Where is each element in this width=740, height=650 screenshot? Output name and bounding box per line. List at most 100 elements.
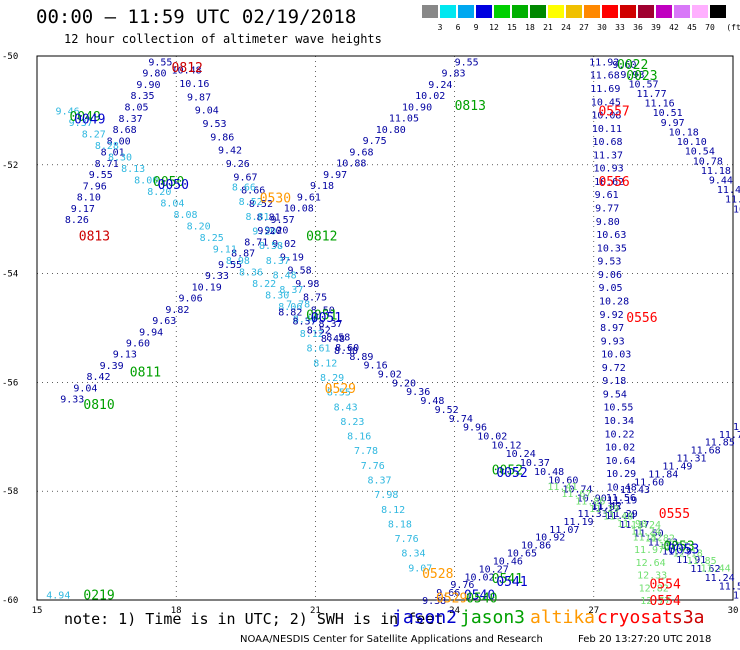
wave-height-value: 7.78	[354, 446, 378, 457]
legend-label: 15	[507, 23, 517, 32]
wave-height-value: 9.58	[288, 266, 312, 277]
wave-height-value: 9.13	[113, 350, 137, 361]
wave-height-value: 10.48	[534, 467, 564, 478]
wave-height-value: 10.18	[669, 127, 699, 138]
wave-height-value: 8.75	[303, 292, 327, 303]
wave-height-value: 10.62	[594, 177, 624, 188]
wave-height-value: 9.60	[612, 60, 636, 71]
wave-height-value: 10.34	[604, 416, 634, 427]
wave-height-value: 8.66	[232, 183, 256, 194]
y-tick-label: -54	[2, 270, 18, 280]
wave-height-value: 11.81	[733, 591, 740, 602]
wave-height-value: 8.37	[279, 285, 303, 296]
wave-height-value: 8.00	[107, 136, 131, 147]
wave-height-value: 10.60	[548, 476, 578, 487]
wave-height-value: 9.39	[100, 361, 124, 372]
wave-height-value: 10.92	[535, 533, 565, 544]
wave-height-value: 10.22	[604, 429, 634, 440]
wave-height-value: 9.42	[218, 146, 242, 157]
legend-label: 39	[651, 23, 661, 32]
wave-height-value: 8.97	[600, 323, 624, 334]
wave-height-value: 11.73	[719, 430, 740, 441]
wave-height-value: 9.18	[602, 376, 626, 387]
wave-height-value: 10.08	[284, 204, 314, 215]
wave-height-value: 10.86	[521, 541, 551, 552]
wave-height-value: 9.33	[205, 271, 229, 282]
wave-height-value: 10.55	[603, 403, 633, 414]
pass-time-label: 0556	[626, 311, 657, 326]
map-frame	[36, 55, 734, 601]
wave-height-value: 8.98	[226, 256, 250, 267]
wave-height-value: 9.68	[349, 147, 373, 158]
pass-time-label: 0529	[325, 382, 356, 397]
wave-height-value: 9.72	[602, 363, 626, 374]
pass-time-label: 0812	[306, 230, 337, 245]
legend-swatch	[674, 5, 690, 18]
pass-time-label: 0556	[598, 175, 629, 190]
wave-height-value: 8.30	[265, 291, 289, 302]
wave-height-value: 9.55	[218, 260, 242, 271]
wave-height-value: 11.90	[617, 519, 647, 530]
wave-height-value: 8.89	[349, 352, 373, 363]
wave-height-value: 10.54	[685, 147, 715, 158]
wave-height-value: 10.88	[336, 159, 366, 170]
wave-height-value: 11.07	[549, 525, 579, 536]
wave-height-value: 12.77	[640, 596, 670, 607]
wave-height-value: 9.02	[378, 370, 402, 381]
wave-height-value: 8.43	[334, 402, 358, 413]
satellite-label: cryosat	[597, 607, 673, 628]
wave-height-value: 8.42	[86, 372, 110, 383]
wave-height-value: 11.31	[676, 454, 706, 465]
wave-height-value: 11.41	[547, 482, 577, 493]
wave-height-value: 11.19	[607, 496, 637, 507]
wave-height-value: 9.92	[600, 310, 624, 321]
pass-time-label: 0022	[617, 58, 648, 73]
pass-time-label: 0051	[311, 311, 342, 326]
wave-height-value: 8.48	[273, 270, 297, 281]
wave-height-value: 9.97	[661, 118, 685, 129]
wave-height-value: 9.90	[136, 80, 160, 91]
wave-height-value: 11.79	[662, 546, 692, 557]
wave-height-value: 11.24	[705, 573, 735, 584]
wave-height-value: 10.02	[465, 572, 495, 583]
wave-height-value: 11.24	[631, 526, 661, 537]
wave-height-value: 9.98	[295, 279, 319, 290]
wave-height-value: 8.12	[381, 505, 405, 516]
pass-time-label: 0530	[260, 191, 291, 206]
wave-height-value: 8.58	[326, 332, 350, 343]
satellite-label: jason3	[460, 607, 526, 628]
legend-swatch	[530, 5, 546, 18]
legend-swatch	[476, 5, 492, 18]
wave-height-value: 9.11	[213, 245, 237, 256]
wave-height-value: 9.36	[406, 387, 430, 398]
wave-height-value: 8.30	[334, 346, 358, 357]
wave-height-value: 9.07	[408, 563, 432, 574]
wave-height-value: 8.71	[244, 237, 268, 248]
wave-height-value: 8.04	[160, 199, 184, 210]
wave-height-value: 11.18	[701, 166, 731, 177]
page-subtitle: 12 hour collection of altimeter wave hei…	[64, 32, 382, 46]
wave-height-value: 7.78	[286, 300, 310, 311]
pass-time-label: 0053	[663, 540, 694, 555]
wave-height-value: 10.03	[601, 350, 631, 361]
pass-time-label: 0540	[466, 591, 497, 606]
wave-height-value: 8.52	[307, 325, 331, 336]
wave-height-value: 8.40	[293, 314, 317, 325]
wave-height-value: 9.16	[364, 361, 388, 372]
wave-height-value: 11.84	[648, 469, 678, 480]
wave-height-value: 10.93	[594, 164, 624, 175]
legend-label: 36	[633, 23, 643, 32]
wave-height-value: 8.16	[347, 432, 371, 443]
wave-height-value: 9.86	[210, 132, 234, 143]
pass-time-label: 0049	[69, 110, 100, 125]
wave-height-value: 11.69	[590, 84, 620, 95]
pass-time-label: 0554	[649, 594, 680, 609]
wave-height-value: 11.62	[690, 564, 720, 575]
legend-swatch	[602, 5, 618, 18]
pass-time-label: 0813	[79, 230, 110, 245]
wave-height-value: 10.02	[477, 431, 507, 442]
wave-height-value: 8.68	[113, 125, 137, 136]
wave-height-value: 9.20	[252, 226, 276, 237]
wave-height-value: 10.24	[506, 449, 536, 460]
